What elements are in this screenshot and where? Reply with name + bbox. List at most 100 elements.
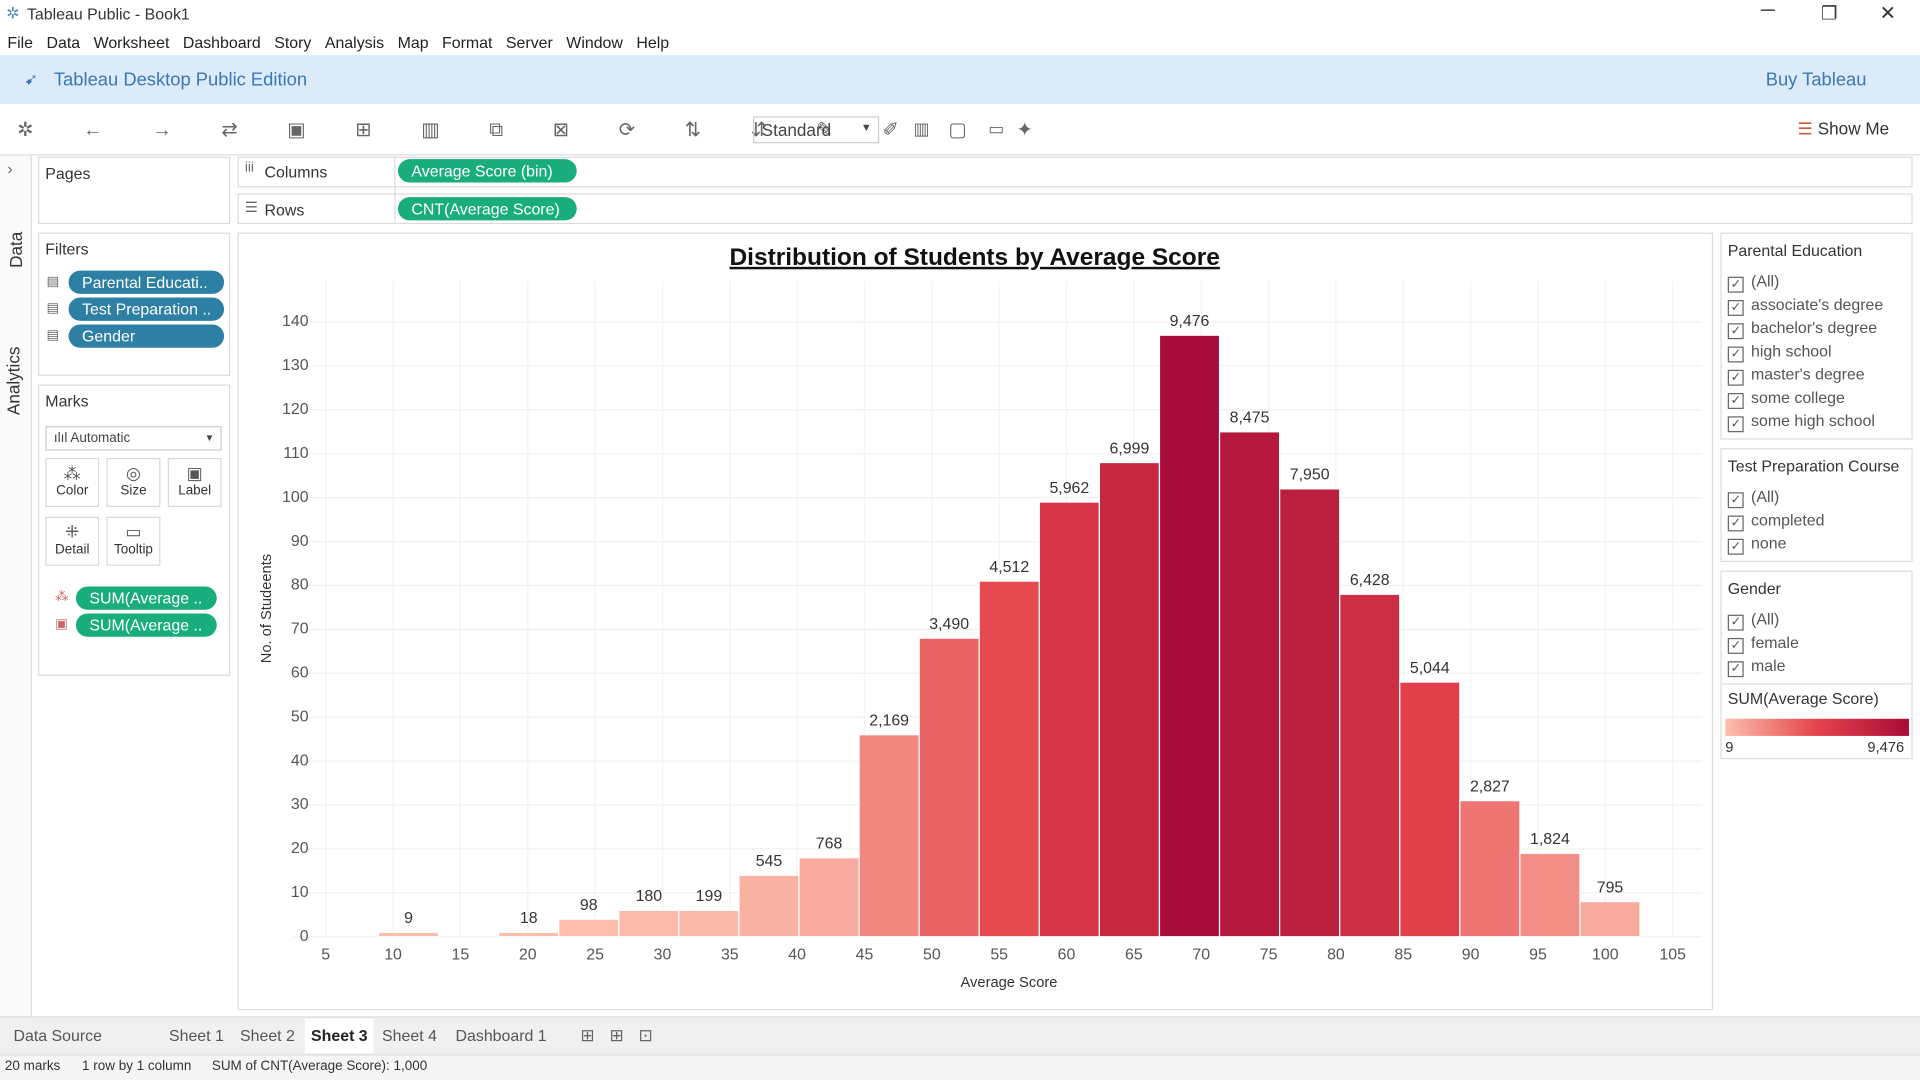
menu-item[interactable]: Server: [505, 33, 553, 52]
bar: [918, 637, 980, 938]
mark-card[interactable]: ▣ Label: [167, 457, 222, 507]
mark-type-dropdown[interactable]: ılıl Automatic ▼: [45, 426, 222, 451]
checkbox[interactable]: ✓: [1727, 492, 1744, 509]
filter-item-label: some high school: [1751, 411, 1875, 430]
show-me-button[interactable]: ☰ Show Me: [1797, 118, 1890, 139]
columns-pill[interactable]: Average Score (bin): [397, 159, 577, 183]
checkbox[interactable]: ✓: [1727, 661, 1744, 678]
bar: [1339, 593, 1401, 938]
checkbox[interactable]: ✓: [1727, 637, 1744, 654]
analytics-tab[interactable]: Analytics: [3, 346, 24, 416]
close-button[interactable]: ✕: [1879, 3, 1897, 25]
checkbox[interactable]: ✓: [1727, 538, 1744, 555]
filter-pill[interactable]: Parental Educati..: [68, 270, 225, 294]
filter-item[interactable]: ✓ bachelor's degree: [1727, 318, 1878, 340]
sheet-tab[interactable]: Dashboard 1: [455, 1026, 547, 1045]
checkbox[interactable]: ✓: [1727, 614, 1744, 631]
bar: [798, 857, 860, 938]
mark-card[interactable]: ▭ Tooltip: [106, 516, 161, 566]
y-tick-label: 80: [291, 577, 309, 594]
sheet-tab[interactable]: Sheet 4: [382, 1026, 437, 1045]
rows-pill[interactable]: CNT(Average Score): [397, 197, 577, 221]
mark-type: Automatic: [70, 431, 131, 446]
pages-title: Pages: [45, 164, 91, 183]
rows-label: Rows: [264, 200, 305, 220]
filter-item[interactable]: ✓ completed: [1727, 511, 1824, 532]
status-bar: [0, 1054, 1920, 1080]
menu-item[interactable]: Window: [566, 33, 623, 52]
mark-pill[interactable]: SUM(Average ..: [75, 586, 217, 610]
checkbox[interactable]: ✓: [1727, 300, 1744, 316]
filter-item[interactable]: ✓ none: [1727, 534, 1786, 555]
menu-item[interactable]: File: [7, 33, 34, 52]
checkbox[interactable]: ✓: [1727, 346, 1744, 363]
data-tab[interactable]: Data: [5, 231, 26, 268]
toolbar-icons[interactable]: ✲ ← → ⇄ ▣ ⊞ ▥ ⧉ ⊠ ⟳ ⇅ ⇵ ✎ ✐ ▢ ✦: [17, 120, 1055, 141]
filter-item-label: some college: [1751, 388, 1845, 407]
bar: [1158, 334, 1221, 938]
filter-item[interactable]: ✓ female: [1727, 633, 1799, 654]
x-tick-label: 75: [1260, 946, 1278, 963]
filter-item[interactable]: ✓ some high school: [1727, 411, 1875, 433]
y-tick-label: 30: [291, 796, 309, 813]
menu-item[interactable]: Data: [46, 33, 81, 52]
filter-item[interactable]: ✓ associate's degree: [1727, 295, 1883, 316]
data-label: 180: [636, 888, 663, 905]
checkbox[interactable]: ✓: [1727, 515, 1744, 532]
checkbox[interactable]: ✓: [1727, 369, 1744, 386]
menu-item[interactable]: Worksheet: [93, 33, 170, 52]
bar: [1519, 852, 1581, 938]
x-tick-label: 95: [1529, 946, 1547, 963]
data-label: 6,999: [1110, 440, 1150, 457]
data-label: 9,476: [1170, 313, 1210, 330]
window-title: Tableau Public - Book1: [26, 4, 190, 24]
toolbar-icons-2[interactable]: ▥ ▭: [913, 118, 1032, 139]
y-axis-title: No. of Studeents: [259, 554, 275, 663]
mark-card[interactable]: ◎ Size: [106, 457, 161, 507]
banner: [0, 55, 1920, 105]
filter-item-label: bachelor's degree: [1751, 318, 1878, 337]
checkbox[interactable]: ✓: [1727, 393, 1744, 409]
filter-icon: ▤: [46, 301, 60, 316]
mark-card[interactable]: ⁂ Color: [45, 457, 100, 507]
mark-pill[interactable]: SUM(Average ..: [75, 613, 217, 637]
expand-arrow[interactable]: ›: [7, 159, 13, 178]
new-sheet-icons[interactable]: ⊞⊞⊡: [580, 1024, 668, 1045]
menu-item[interactable]: Format: [442, 33, 493, 52]
minimize-button[interactable]: ─: [1760, 0, 1775, 21]
x-axis-title: Average Score: [961, 975, 1058, 991]
sheet-tab[interactable]: Data Source: [13, 1026, 102, 1045]
mark-card-icon: ⁜: [65, 521, 80, 542]
filter-pill[interactable]: Test Preparation ..: [68, 297, 225, 321]
checkbox[interactable]: ✓: [1727, 323, 1744, 340]
mark-pill-icon: ⁂: [55, 590, 69, 605]
filter-item[interactable]: ✓ (All): [1727, 610, 1779, 631]
bar: [858, 734, 920, 938]
filter-item[interactable]: ✓ (All): [1727, 487, 1780, 509]
checkbox[interactable]: ✓: [1727, 276, 1744, 293]
buy-link[interactable]: Buy Tableau: [1765, 69, 1867, 91]
menu-item[interactable]: Story: [274, 33, 312, 52]
filter-item[interactable]: ✓ (All): [1727, 272, 1779, 293]
filter-card-title: Parental Education: [1727, 241, 1863, 260]
sheet-tab[interactable]: Sheet 3: [304, 1018, 374, 1054]
restore-button[interactable]: ❐: [1820, 3, 1838, 25]
filter-pill[interactable]: Gender: [68, 324, 225, 348]
fit-dropdown[interactable]: Standard ▼: [753, 116, 880, 144]
sheet-tab[interactable]: Sheet 2: [240, 1026, 295, 1045]
filter-item-label: (All): [1751, 487, 1780, 506]
filter-item[interactable]: ✓ master's degree: [1727, 365, 1865, 386]
y-tick-label: 10: [291, 884, 309, 901]
checkbox[interactable]: ✓: [1727, 416, 1744, 433]
data-label: 4,512: [989, 559, 1029, 576]
filter-item[interactable]: ✓ male: [1727, 656, 1786, 678]
filter-item[interactable]: ✓ some college: [1727, 388, 1845, 409]
menu-item[interactable]: Dashboard: [182, 33, 261, 52]
sheet-tab[interactable]: Sheet 1: [168, 1026, 224, 1045]
menu-item[interactable]: Help: [636, 33, 670, 52]
x-tick-label: 85: [1394, 946, 1412, 963]
filter-item[interactable]: ✓ high school: [1727, 342, 1832, 363]
mark-card[interactable]: ⁜ Detail: [45, 516, 100, 566]
menu-item[interactable]: Map: [397, 33, 429, 52]
menu-item[interactable]: Analysis: [324, 33, 385, 52]
